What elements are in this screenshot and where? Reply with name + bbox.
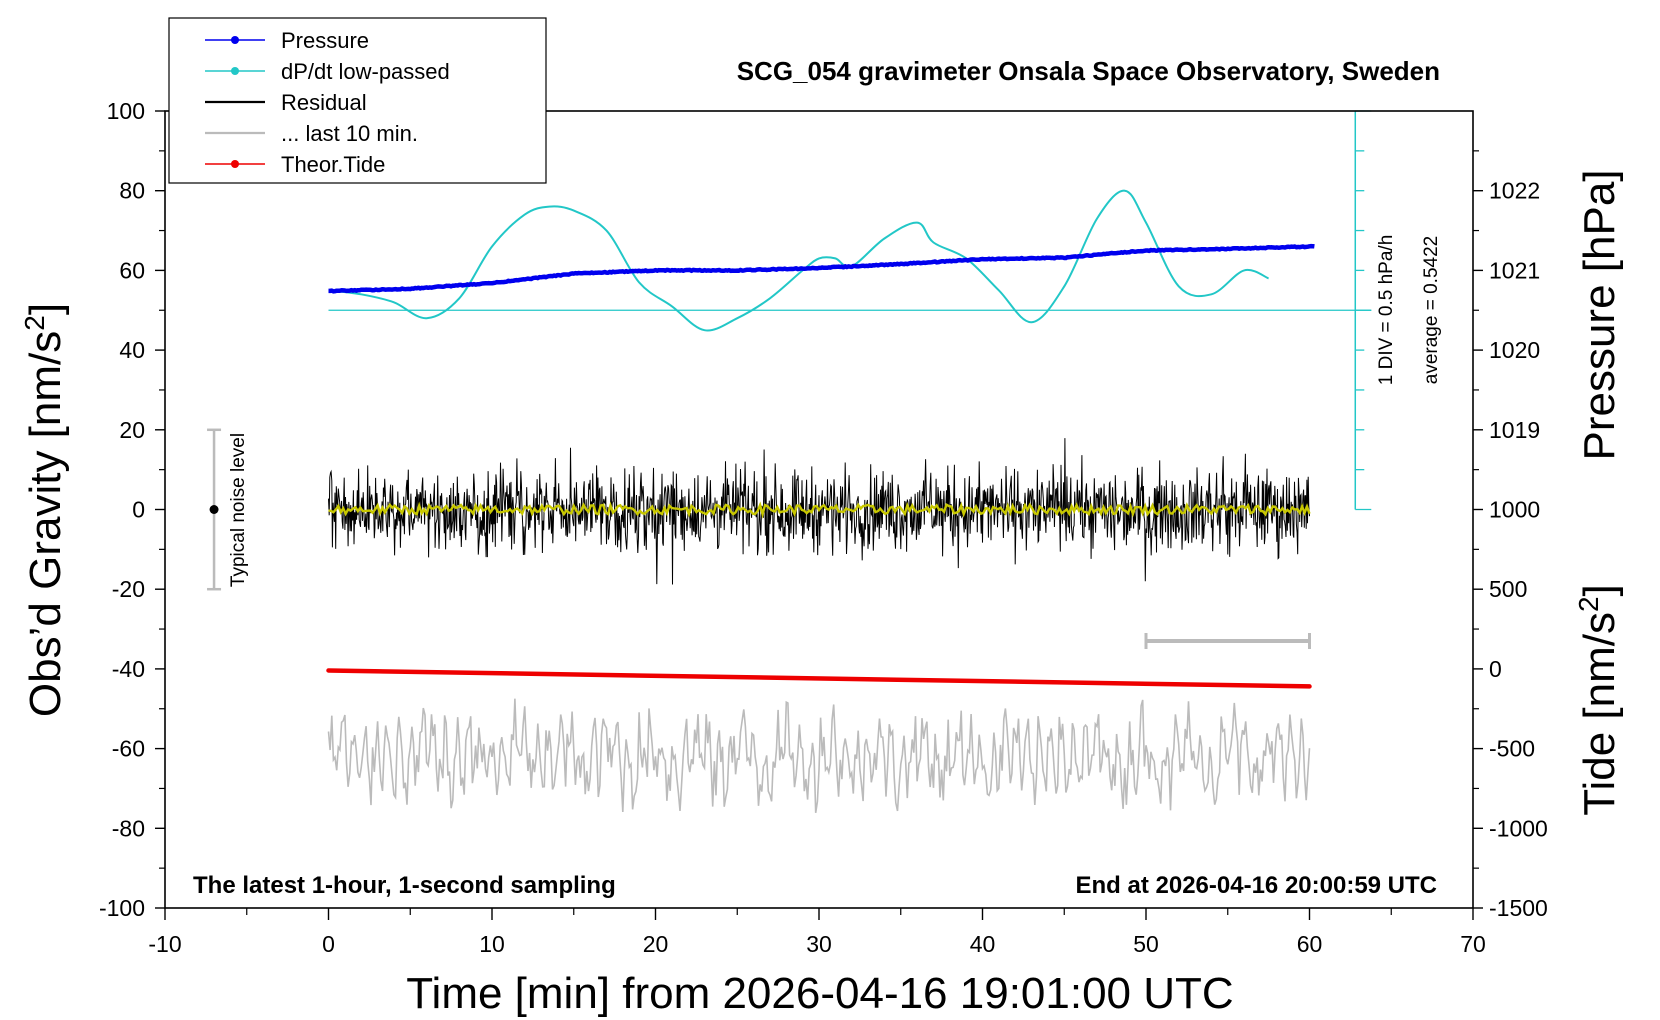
y-axis-label-left-sup: 2 — [19, 315, 50, 331]
x-tick-label: 20 — [643, 931, 669, 957]
series-residual-smoothed — [328, 501, 1311, 519]
series-pressure-line — [327, 243, 1316, 294]
y-axis-label-left-main: Obs’d Gravity [nm/s — [21, 331, 70, 717]
x-tick-label: 10 — [479, 931, 505, 957]
legend-entry-label: Theor.Tide — [281, 152, 385, 177]
tide-tick-label: -1000 — [1489, 815, 1548, 841]
x-axis-label: Time [min] from 2026-04-16 19:01:00 UTC — [406, 969, 1233, 1018]
tide-tick-label: -1500 — [1489, 895, 1548, 921]
y-axis-label-left-end: ] — [21, 303, 70, 315]
tide-tick-label: 500 — [1489, 576, 1527, 602]
legend-entry-label: Residual — [281, 90, 367, 115]
x-tick-label: 60 — [1297, 931, 1323, 957]
y-tick-label: -100 — [99, 895, 145, 921]
noise-level-label: Typical noise level — [228, 433, 249, 587]
tide-tick-label: 0 — [1489, 656, 1502, 682]
legend-box — [168, 17, 547, 184]
y-tick-label: -60 — [112, 736, 145, 762]
note-sampling: The latest 1-hour, 1-second sampling — [193, 872, 616, 899]
axes-layer: -10 0 10 20 30 40 50 60 70-100-80-60-40-20020406… — [99, 98, 1548, 957]
y-tick-label: 60 — [119, 257, 145, 283]
series-dpdt-line — [328, 189, 1270, 332]
y-tick-label: -40 — [112, 656, 145, 682]
pressure-tick-label: 1020 — [1489, 337, 1540, 363]
series-tide-line — [326, 668, 1312, 689]
note-end-time: End at 2026-04-16 20:00:59 UTC — [1076, 872, 1438, 899]
legend-swatch-marker — [231, 36, 239, 44]
y-tick-label: 100 — [107, 98, 145, 124]
legend-entry-label: Pressure — [281, 28, 369, 53]
y-axis-label-tide: Tide [nm/s2] — [1573, 584, 1624, 816]
y-axis-label-tide-end: ] — [1575, 584, 1624, 596]
y-tick-label: -20 — [112, 576, 145, 602]
x-tick-label: 50 — [1133, 931, 1159, 957]
noise-level-point — [209, 505, 219, 514]
y-tick-label: 20 — [119, 417, 145, 443]
y-tick-label: 40 — [119, 337, 145, 363]
legend-swatch-marker — [231, 67, 239, 75]
y-tick-label: 80 — [119, 178, 145, 204]
tide-tick-label: -500 — [1489, 736, 1535, 762]
x-tick-label: 70 — [1460, 931, 1486, 957]
pressure-tick-label: 1022 — [1489, 178, 1540, 204]
legend: Pressure dP/dt low-passed Residual ... last… — [168, 17, 547, 184]
y-axis-label-tide-sup: 2 — [1573, 596, 1604, 612]
pressure-tick-label: 1021 — [1489, 257, 1540, 283]
legend-entry-label: dP/dt low-passed — [281, 59, 450, 84]
y-axis-label-tide-main: Tide [nm/s — [1575, 612, 1624, 816]
tide-tick-label: 1000 — [1489, 497, 1540, 523]
y-tick-label: -80 — [112, 815, 145, 841]
data-layer — [207, 110, 1372, 814]
chart-title: SCG_054 gravimeter Onsala Space Observat… — [737, 56, 1440, 86]
x-tick-label: -10 — [148, 931, 181, 957]
pressure-tick-label: 1019 — [1489, 417, 1540, 443]
dpdt-average-note: average = 0.5422 — [1421, 236, 1442, 384]
y-axis-label-pressure: Pressure [hPa] — [1575, 169, 1624, 460]
x-tick-label: 30 — [806, 931, 832, 957]
y-axis-label-left: Obs’d Gravity [nm/s2] — [19, 303, 70, 717]
dpdt-scale-note: 1 DIV = 0.5 hPa/h — [1376, 235, 1397, 386]
series-last10-line — [327, 698, 1311, 814]
legend-entry-label: ... last 10 min. — [281, 121, 418, 146]
y-tick-label: 0 — [132, 497, 145, 523]
legend-swatch-marker — [231, 160, 239, 168]
x-tick-label: 0 — [322, 931, 335, 957]
x-tick-label: 40 — [970, 931, 996, 957]
